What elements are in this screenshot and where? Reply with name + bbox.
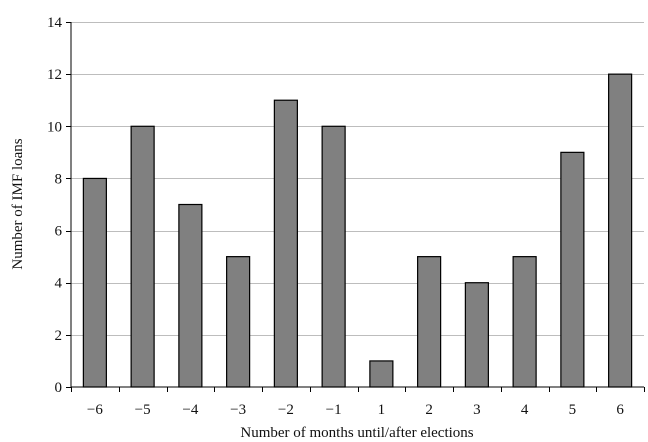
y-axis-title: Number of IMF loans (10, 138, 26, 269)
y-tick-label: 4 (55, 276, 63, 292)
bar (417, 256, 442, 388)
x-tick-label: −6 (87, 402, 103, 418)
x-tick-label: −1 (326, 402, 342, 418)
x-axis-title: Number of months until/after elections (240, 425, 473, 441)
bar (321, 125, 346, 388)
bar (369, 360, 394, 388)
bar (464, 282, 489, 388)
x-tick-label: 5 (569, 402, 577, 418)
x-tick-label: −5 (135, 402, 151, 418)
y-tick-label: 10 (47, 119, 62, 135)
x-tick-label: 4 (521, 402, 529, 418)
bar (273, 99, 298, 388)
y-tick-label: 12 (47, 67, 62, 83)
bar (512, 256, 537, 388)
y-tick-label: 14 (47, 15, 63, 31)
y-tick-label: 0 (55, 380, 63, 396)
bar (560, 151, 585, 388)
x-tick-label: −4 (182, 402, 198, 418)
bar (178, 203, 203, 388)
y-tick-label: 8 (55, 171, 63, 187)
x-tick-label: 2 (425, 402, 433, 418)
x-tick-label: 3 (473, 402, 481, 418)
x-tick-labels: −6 −5 −4 −3 −2 −1 1 2 3 4 5 6 (71, 387, 645, 418)
x-tick-label: 1 (378, 402, 386, 418)
gridlines (71, 22, 644, 336)
y-tick-label: 6 (55, 224, 63, 240)
x-tick-label: 6 (616, 402, 624, 418)
bar (82, 177, 107, 388)
bars (82, 73, 633, 388)
y-tick-labels: 0 2 4 6 8 10 12 14 (47, 15, 71, 396)
bar (608, 73, 633, 388)
x-tick-label: −3 (230, 402, 246, 418)
y-tick-label: 2 (55, 328, 63, 344)
bar (226, 256, 251, 388)
axes (70, 22, 644, 388)
x-tick-label: −2 (278, 402, 294, 418)
bar (130, 125, 155, 388)
